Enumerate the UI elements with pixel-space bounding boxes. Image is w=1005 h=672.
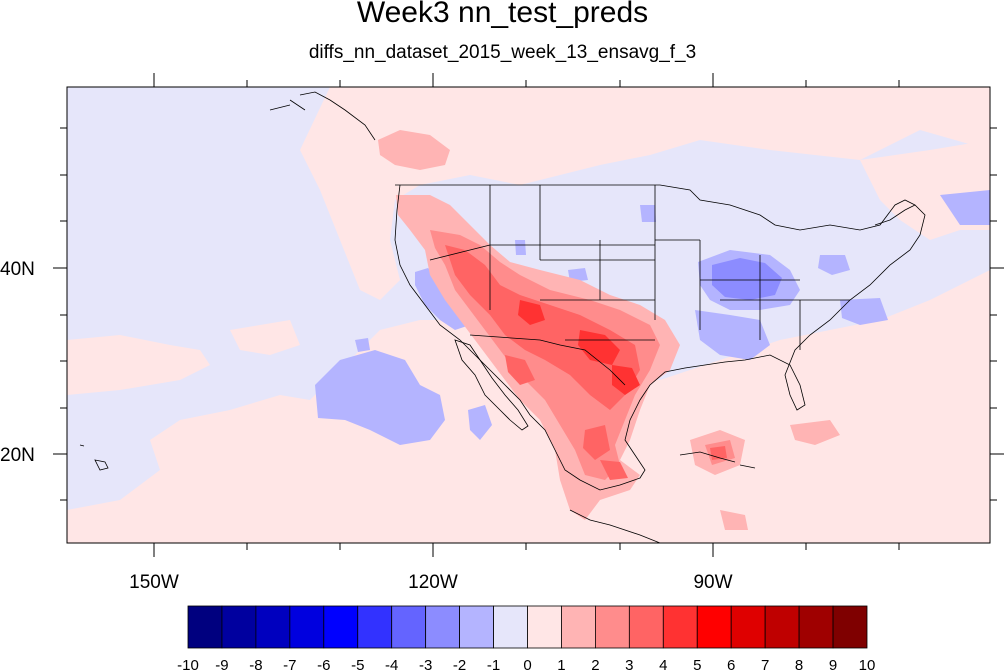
colorbar-box-18 — [798, 605, 834, 649]
colorbar-label: -1 — [487, 657, 500, 672]
colorbar-label: 5 — [693, 657, 701, 672]
colorbar-label: 10 — [859, 657, 876, 672]
colorbar-box-8 — [459, 605, 494, 649]
colorbar-label: -6 — [317, 657, 330, 672]
colorbar-box-0 — [187, 605, 223, 649]
lon-label-120w: 120W — [408, 572, 458, 593]
lat-ticks — [53, 127, 1004, 501]
colorbar-box-6 — [391, 605, 427, 649]
colorbar-label: 1 — [557, 657, 565, 672]
colorbar-label: 7 — [761, 657, 769, 672]
colorbar-box-14 — [662, 605, 698, 649]
colorbar-box-11 — [561, 605, 596, 649]
colorbar-label: -10 — [177, 657, 199, 672]
colorbar-box-19 — [832, 605, 868, 649]
map-subtitle: diffs_nn_dataset_2015_week_13_ensavg_f_3 — [308, 42, 697, 63]
colorbar-label: 3 — [625, 657, 633, 672]
colorbar-box-17 — [764, 605, 800, 649]
colorbar-box-15 — [696, 605, 732, 649]
colorbar-box-7 — [425, 605, 460, 649]
colorbar-label: -3 — [419, 657, 432, 672]
lat-label-20n: 20N — [0, 445, 35, 466]
colorbar-box-2 — [255, 605, 291, 649]
colorbar: -10 -9 -8 -7 -6 -5 -4 -3 -2 -1 0 1 2 3 4 5 6 7 8 9 10 — [177, 605, 876, 672]
colorbar-label: 0 — [523, 657, 531, 672]
colorbar-label: -9 — [215, 657, 228, 672]
colorbar-box-10 — [527, 605, 562, 649]
map-title: Week3 nn_test_preds — [356, 0, 649, 29]
colorbar-label: 4 — [659, 657, 667, 672]
colorbar-box-4 — [323, 605, 359, 649]
lon-label-90w: 90W — [693, 572, 732, 593]
colorbar-box-12 — [595, 605, 630, 649]
contour-fields — [67, 87, 990, 543]
colorbar-label: -4 — [385, 657, 398, 672]
colorbar-box-5 — [357, 605, 393, 649]
colorbar-label: 8 — [795, 657, 803, 672]
colorbar-label: -2 — [453, 657, 466, 672]
positive-3-4-regions — [445, 245, 727, 480]
lon-ticks — [153, 73, 900, 557]
colorbar-label: -8 — [249, 657, 262, 672]
coastlines-borders — [79, 91, 926, 543]
colorbar-box-16 — [730, 605, 766, 649]
lat-label-40n: 40N — [0, 259, 35, 280]
lon-label-150w: 150W — [129, 572, 179, 593]
colorbar-label: 6 — [727, 657, 735, 672]
negative-moderate-regions — [712, 258, 782, 300]
colorbar-box-1 — [221, 605, 257, 649]
colorbar-box-13 — [628, 605, 664, 649]
colorbar-label: -5 — [351, 657, 364, 672]
map-panel: 150W 120W 90W 40N 20N — [0, 73, 1004, 593]
colorbar-label: 2 — [591, 657, 599, 672]
positive-4-5-regions — [518, 300, 640, 395]
colorbar-label: 9 — [829, 657, 837, 672]
colorbar-box-3 — [289, 605, 325, 649]
colorbar-box-9 — [493, 605, 528, 649]
colorbar-label: -7 — [283, 657, 296, 672]
